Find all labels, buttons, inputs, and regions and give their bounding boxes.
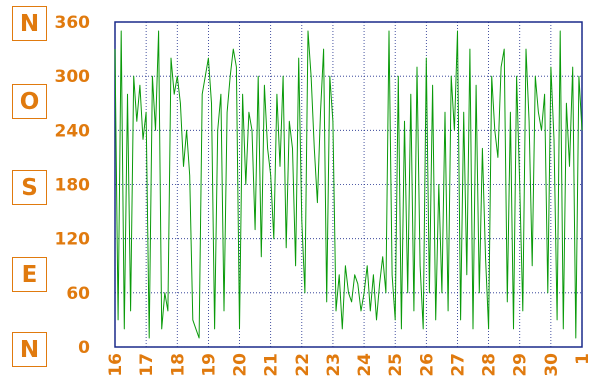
series-layer [114, 30, 583, 339]
series-line-0 [114, 30, 583, 339]
compass-label-south: S [12, 170, 47, 205]
x-tick-label-2: 18 [168, 353, 188, 377]
x-tick-label-5: 21 [262, 353, 282, 377]
y-tick-label-4: 240 [55, 121, 91, 141]
y-tick-label-6: 360 [55, 13, 91, 33]
x-tick-label-1: 17 [137, 353, 157, 377]
x-tick-label-7: 23 [324, 353, 344, 377]
x-tick-label-12: 28 [480, 353, 500, 377]
compass-label-west: O [12, 84, 47, 119]
x-tick-label-6: 22 [293, 353, 313, 377]
x-tick-labels: 16 17 18 19 20 21 22 23 24 25 26 27 28 29 30 1 [106, 353, 593, 377]
y-tick-labels: 0 60 120 180 240 300 360 [55, 13, 91, 358]
y-tick-label-5: 300 [55, 67, 91, 87]
x-tick-label-3: 19 [199, 353, 219, 377]
y-tick-label-0: 0 [78, 338, 90, 358]
x-tick-label-8: 24 [355, 353, 375, 377]
x-tick-label-10: 26 [417, 353, 437, 377]
x-tick-label-9: 25 [386, 353, 406, 377]
x-tick-label-0: 16 [106, 353, 126, 377]
compass-label-north-bottom: N [12, 332, 47, 367]
compass-label-north-top: N [12, 6, 47, 41]
x-tick-label-4: 20 [231, 353, 251, 377]
compass-label-east: E [12, 257, 47, 292]
grid-lines [114, 21, 583, 348]
y-tick-label-1: 60 [66, 284, 90, 304]
x-tick-label-14: 30 [542, 353, 562, 377]
x-tick-label-13: 29 [511, 353, 531, 377]
y-tick-label-3: 180 [55, 176, 91, 196]
y-tick-label-2: 120 [55, 230, 91, 250]
x-tick-label-11: 27 [448, 353, 468, 377]
x-tick-label-15: 1 [573, 353, 593, 365]
